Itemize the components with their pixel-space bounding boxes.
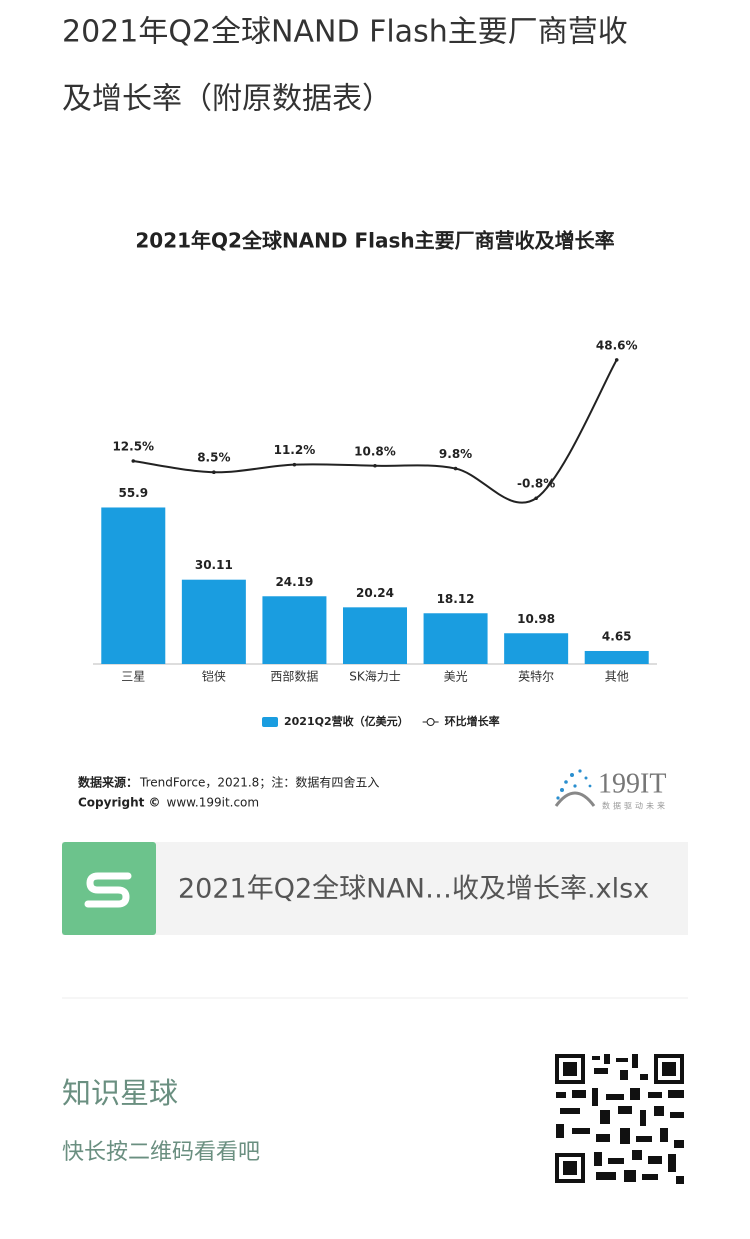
x-tick-label: 铠侠 <box>202 669 226 684</box>
x-tick-label: 其他 <box>605 670 629 684</box>
line-point <box>614 358 619 362</box>
bar <box>262 596 327 664</box>
source-text: TrendForce，2021.8；注：数据有四舍五入 <box>139 775 379 790</box>
bar-value-label: 20.24 <box>356 586 394 600</box>
bar <box>101 507 166 664</box>
bar-value-label: 24.19 <box>275 575 313 589</box>
line-value-label: 11.2% <box>274 443 316 457</box>
line-value-label: -0.8% <box>517 477 555 491</box>
page-title: 2021年Q2全球NAND Flash主要厂商营收 <box>62 15 628 50</box>
legend-label: 2021Q2营收（亿美元） <box>284 714 409 728</box>
bar <box>504 633 569 664</box>
file-card[interactable]: 2021年Q2全球NAN…收及增长率.xlsx <box>62 842 688 935</box>
line-value-label: 9.8% <box>439 447 472 461</box>
line-value-label: 8.5% <box>197 451 230 465</box>
legend-swatch <box>262 717 278 727</box>
logo-text: 199IT <box>598 768 666 799</box>
logo: 199IT 数据驱动未来 <box>554 768 668 811</box>
x-tick-label: 英特尔 <box>518 669 554 684</box>
line-point <box>292 462 297 467</box>
file-name: 2021年Q2全球NAN…收及增长率.xlsx <box>178 874 649 905</box>
source: 数据来源： TrendForce，2021.8；注：数据有四舍五入 Copyri… <box>78 775 379 810</box>
bar-value-label: 55.9 <box>118 486 148 500</box>
line-point <box>131 459 136 463</box>
qr-code[interactable] <box>553 1052 686 1185</box>
bar <box>181 579 246 664</box>
legend-label: 环比增长率 <box>445 714 500 728</box>
copyright-text: www.199it.com <box>167 796 260 810</box>
line-point <box>212 470 216 475</box>
line-point <box>453 466 458 471</box>
page-title: 及增长率（附原数据表） <box>62 82 392 117</box>
x-tick-label: 美光 <box>444 670 468 684</box>
x-tick-label: 西部数据 <box>270 669 318 684</box>
legend-swatch <box>426 718 435 726</box>
x-tick-label: SK海力士 <box>349 669 401 684</box>
footer-title: 知识星球 <box>62 1076 178 1110</box>
line-value-label: 10.8% <box>354 444 396 458</box>
file-card-bg <box>62 842 688 935</box>
line-point <box>373 463 377 468</box>
bar <box>343 607 407 664</box>
line-value-label: 12.5% <box>112 440 154 454</box>
logo-slogan: 数据驱动未来 <box>602 801 668 811</box>
bar-value-label: 30.11 <box>195 558 233 572</box>
copyright-label: Copyright © <box>78 796 161 810</box>
bar-value-label: 18.12 <box>437 592 475 606</box>
bar <box>584 650 649 664</box>
line-point <box>534 496 538 501</box>
chart-title: 2021年Q2全球NAND Flash主要厂商营收及增长率 <box>135 229 614 253</box>
bar <box>423 613 488 664</box>
line-value-label: 48.6% <box>596 338 638 352</box>
chart: 2021年Q2全球NAND Flash主要厂商营收及增长率 三星 铠侠 西部数据 SK… <box>93 229 657 728</box>
bar-value-label: 4.65 <box>602 629 632 643</box>
bar-value-label: 10.98 <box>517 612 555 626</box>
footer-hint: 快长按二维码看看吧 <box>62 1140 260 1165</box>
x-tick-label: 三星 <box>121 670 145 684</box>
source-label: 数据来源： <box>78 775 138 790</box>
